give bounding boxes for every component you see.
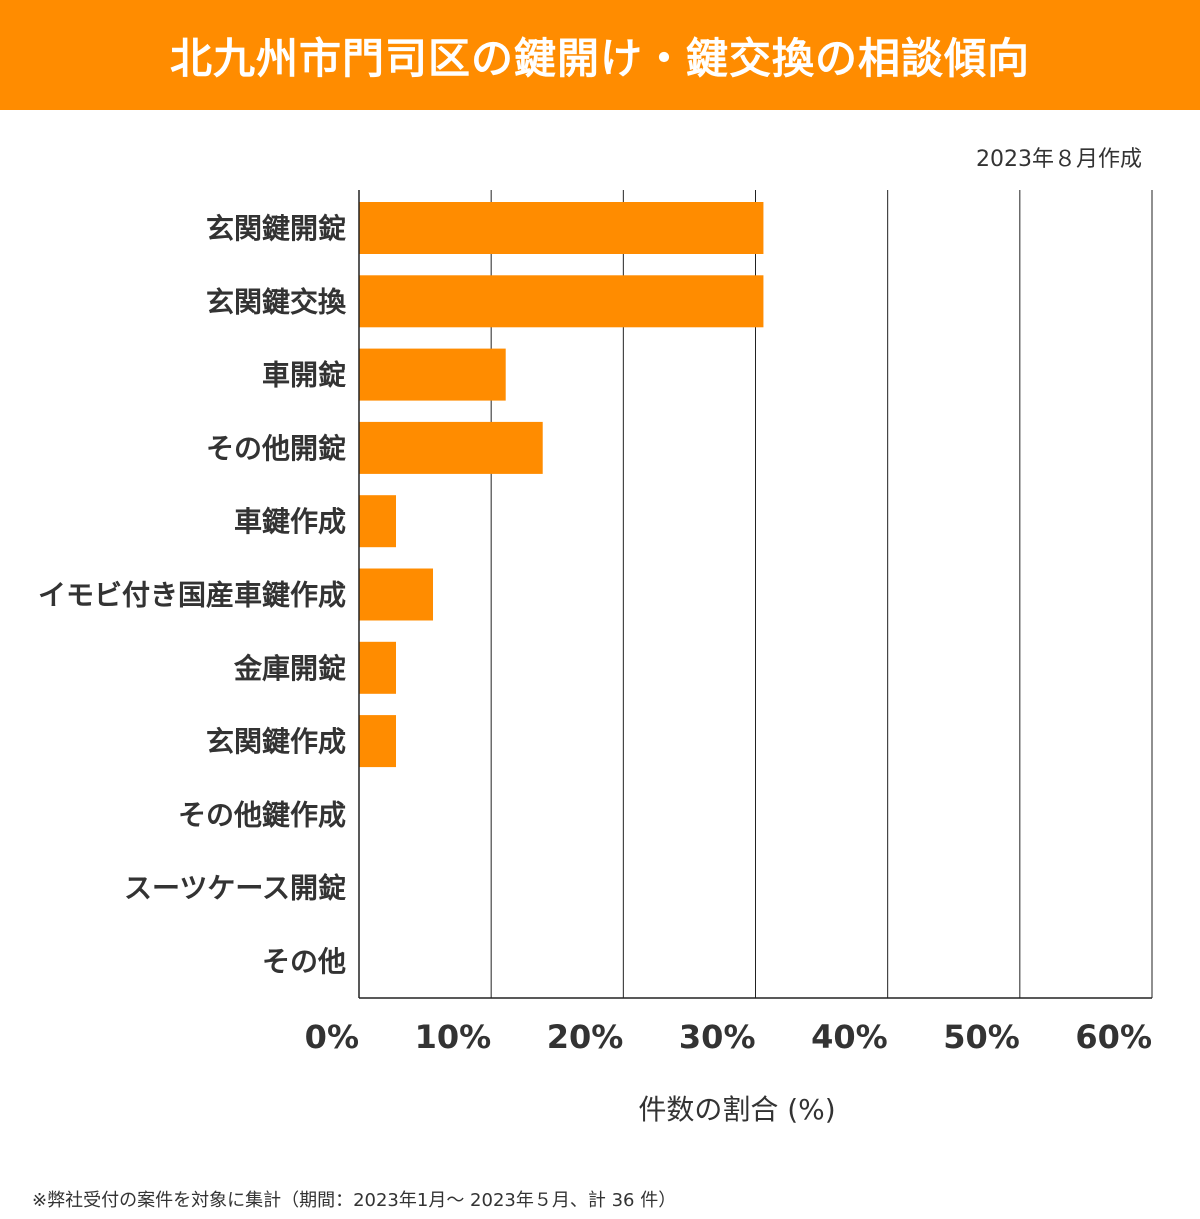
- bar: [359, 421, 543, 474]
- bar: [359, 495, 397, 548]
- x-axis-label: 件数の割合 (%): [638, 1093, 835, 1126]
- footnote: ※弊社受付の案件を対象に集計（期間：2023年1月～ 2023年５月、計 36 …: [32, 1190, 677, 1211]
- bar: [359, 568, 434, 621]
- category-label: 玄関鍵作成: [206, 725, 346, 758]
- bar: [359, 202, 764, 254]
- bar: [359, 348, 506, 401]
- x-tick-label: 20%: [547, 1018, 624, 1056]
- x-tick-label: 30%: [679, 1018, 756, 1056]
- bar: [359, 641, 397, 694]
- category-label: スーツケース開錠: [124, 872, 346, 905]
- bar: [359, 715, 397, 768]
- category-label: 金庫開錠: [233, 652, 346, 685]
- chart-title: 北九州市門司区の鍵開け・鍵交換の相談傾向: [169, 33, 1030, 83]
- bar: [359, 275, 764, 328]
- category-label: イモビ付き国産車鍵作成: [38, 579, 346, 612]
- x-tick-label: 60%: [1075, 1018, 1152, 1056]
- x-tick-label: 40%: [811, 1018, 888, 1056]
- creation-date: 2023年８月作成: [976, 147, 1142, 172]
- category-label: 玄関鍵開錠: [206, 212, 346, 245]
- x-tick-label: 0%: [305, 1018, 359, 1056]
- category-label: 玄関鍵交換: [206, 285, 347, 318]
- category-label: 車鍵作成: [234, 505, 346, 538]
- x-tick-label: 50%: [943, 1018, 1020, 1056]
- category-label: その他: [262, 945, 346, 978]
- category-label: その他開錠: [206, 432, 346, 465]
- title-banner: 北九州市門司区の鍵開け・鍵交換の相談傾向: [0, 0, 1200, 110]
- category-label: その他鍵作成: [178, 798, 346, 831]
- x-tick-label: 10%: [415, 1018, 492, 1056]
- category-label: 車開錠: [262, 359, 346, 392]
